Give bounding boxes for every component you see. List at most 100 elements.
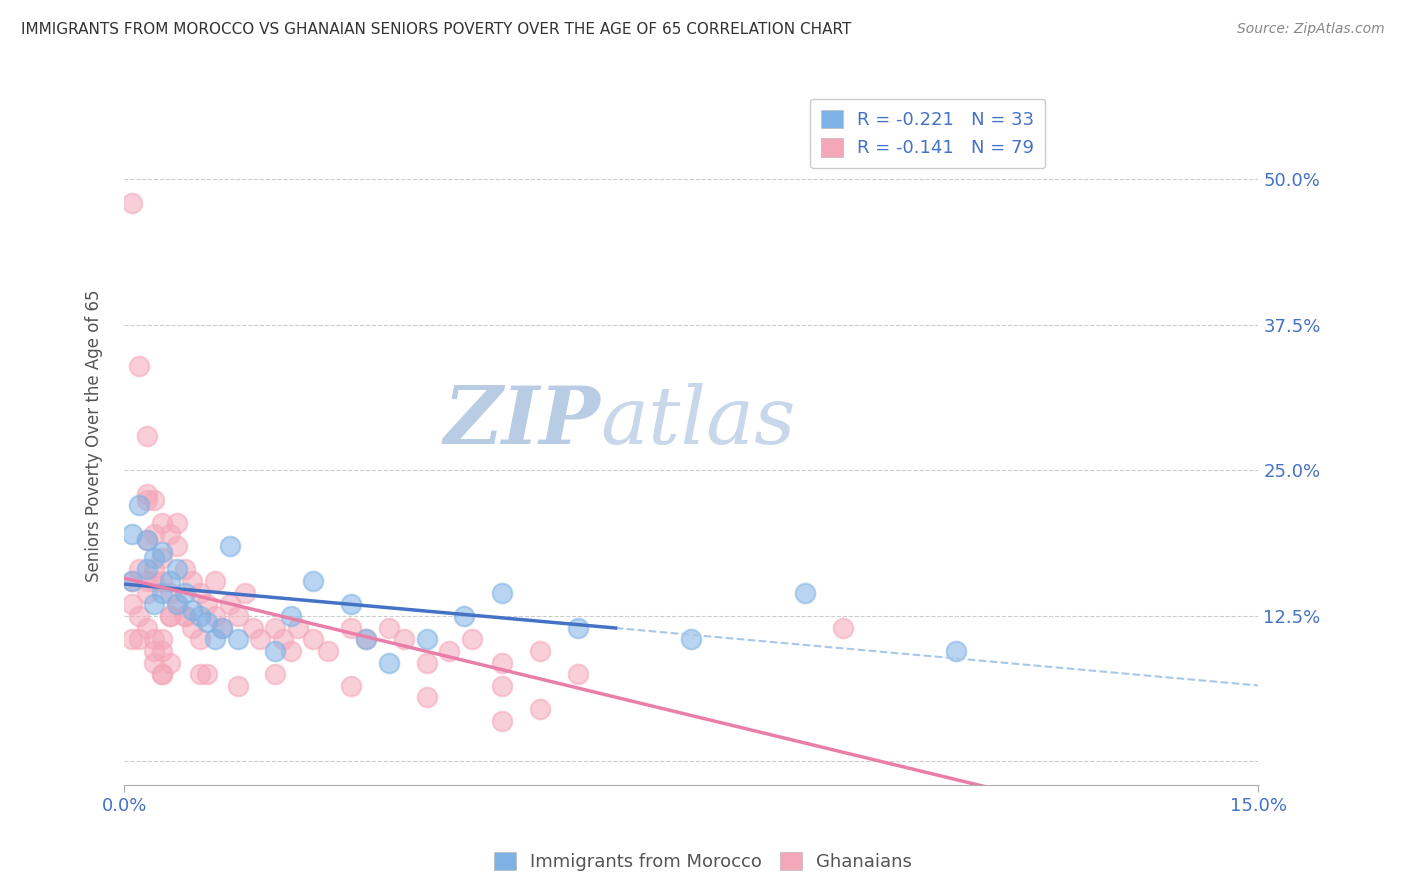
Point [143, 562, 166, 576]
Point [378, 621, 401, 635]
Point [143, 632, 166, 647]
Point [166, 539, 188, 553]
Point [491, 585, 513, 599]
Point [128, 562, 150, 576]
Point [340, 598, 363, 612]
Point [121, 632, 143, 647]
Point [567, 621, 589, 635]
Point [143, 492, 166, 507]
Point [143, 598, 166, 612]
Point [354, 632, 377, 647]
Point [173, 585, 195, 599]
Point [264, 621, 287, 635]
Point [181, 574, 204, 588]
Point [159, 609, 181, 624]
Point [135, 574, 157, 588]
Point [195, 598, 218, 612]
Point [173, 562, 195, 576]
Point [159, 656, 181, 670]
Point [567, 667, 589, 681]
Legend: Immigrants from Morocco, Ghanaians: Immigrants from Morocco, Ghanaians [486, 845, 920, 879]
Text: atlas: atlas [600, 383, 796, 460]
Point [453, 609, 475, 624]
Point [793, 585, 815, 599]
Point [188, 632, 211, 647]
Point [439, 644, 461, 658]
Point [135, 621, 157, 635]
Point [340, 679, 363, 693]
Text: ZIP: ZIP [444, 383, 600, 460]
Point [188, 667, 211, 681]
Point [233, 585, 256, 599]
Point [461, 632, 484, 647]
Point [340, 621, 363, 635]
Point [150, 545, 173, 559]
Text: IMMIGRANTS FROM MOROCCO VS GHANAIAN SENIORS POVERTY OVER THE AGE OF 65 CORRELATI: IMMIGRANTS FROM MOROCCO VS GHANAIAN SENI… [21, 22, 852, 37]
Point [302, 574, 325, 588]
Point [128, 632, 150, 647]
Point [150, 632, 173, 647]
Point [166, 598, 188, 612]
Point [121, 574, 143, 588]
Y-axis label: Seniors Poverty Over the Age of 65: Seniors Poverty Over the Age of 65 [86, 289, 103, 582]
Point [491, 714, 513, 728]
Point [226, 632, 249, 647]
Point [150, 585, 173, 599]
Point [271, 632, 294, 647]
Point [166, 516, 188, 530]
Point [121, 527, 143, 541]
Point [226, 679, 249, 693]
Point [150, 550, 173, 565]
Point [159, 585, 181, 599]
Point [135, 533, 157, 548]
Point [945, 644, 967, 658]
Point [143, 656, 166, 670]
Point [143, 574, 166, 588]
Point [150, 644, 173, 658]
Point [681, 632, 703, 647]
Point [150, 667, 173, 681]
Point [415, 656, 437, 670]
Point [143, 527, 166, 541]
Point [378, 656, 401, 670]
Point [204, 632, 226, 647]
Point [135, 428, 157, 442]
Point [166, 562, 188, 576]
Point [173, 609, 195, 624]
Point [211, 621, 233, 635]
Point [204, 574, 226, 588]
Point [195, 667, 218, 681]
Point [159, 527, 181, 541]
Point [415, 632, 437, 647]
Point [219, 598, 242, 612]
Point [128, 609, 150, 624]
Point [188, 609, 211, 624]
Point [150, 574, 173, 588]
Point [128, 359, 150, 373]
Point [135, 533, 157, 548]
Point [354, 632, 377, 647]
Text: Source: ZipAtlas.com: Source: ZipAtlas.com [1237, 22, 1385, 37]
Point [219, 539, 242, 553]
Point [529, 644, 551, 658]
Point [150, 516, 173, 530]
Point [181, 621, 204, 635]
Point [121, 598, 143, 612]
Point [188, 585, 211, 599]
Point [831, 621, 853, 635]
Point [150, 667, 173, 681]
Point [195, 615, 218, 629]
Point [121, 574, 143, 588]
Point [491, 656, 513, 670]
Point [529, 702, 551, 716]
Point [166, 598, 188, 612]
Legend: R = -0.221   N = 33, R = -0.141   N = 79: R = -0.221 N = 33, R = -0.141 N = 79 [810, 99, 1045, 169]
Point [121, 195, 143, 210]
Point [491, 679, 513, 693]
Point [143, 644, 166, 658]
Point [135, 487, 157, 501]
Point [135, 585, 157, 599]
Point [264, 644, 287, 658]
Point [226, 609, 249, 624]
Point [242, 621, 264, 635]
